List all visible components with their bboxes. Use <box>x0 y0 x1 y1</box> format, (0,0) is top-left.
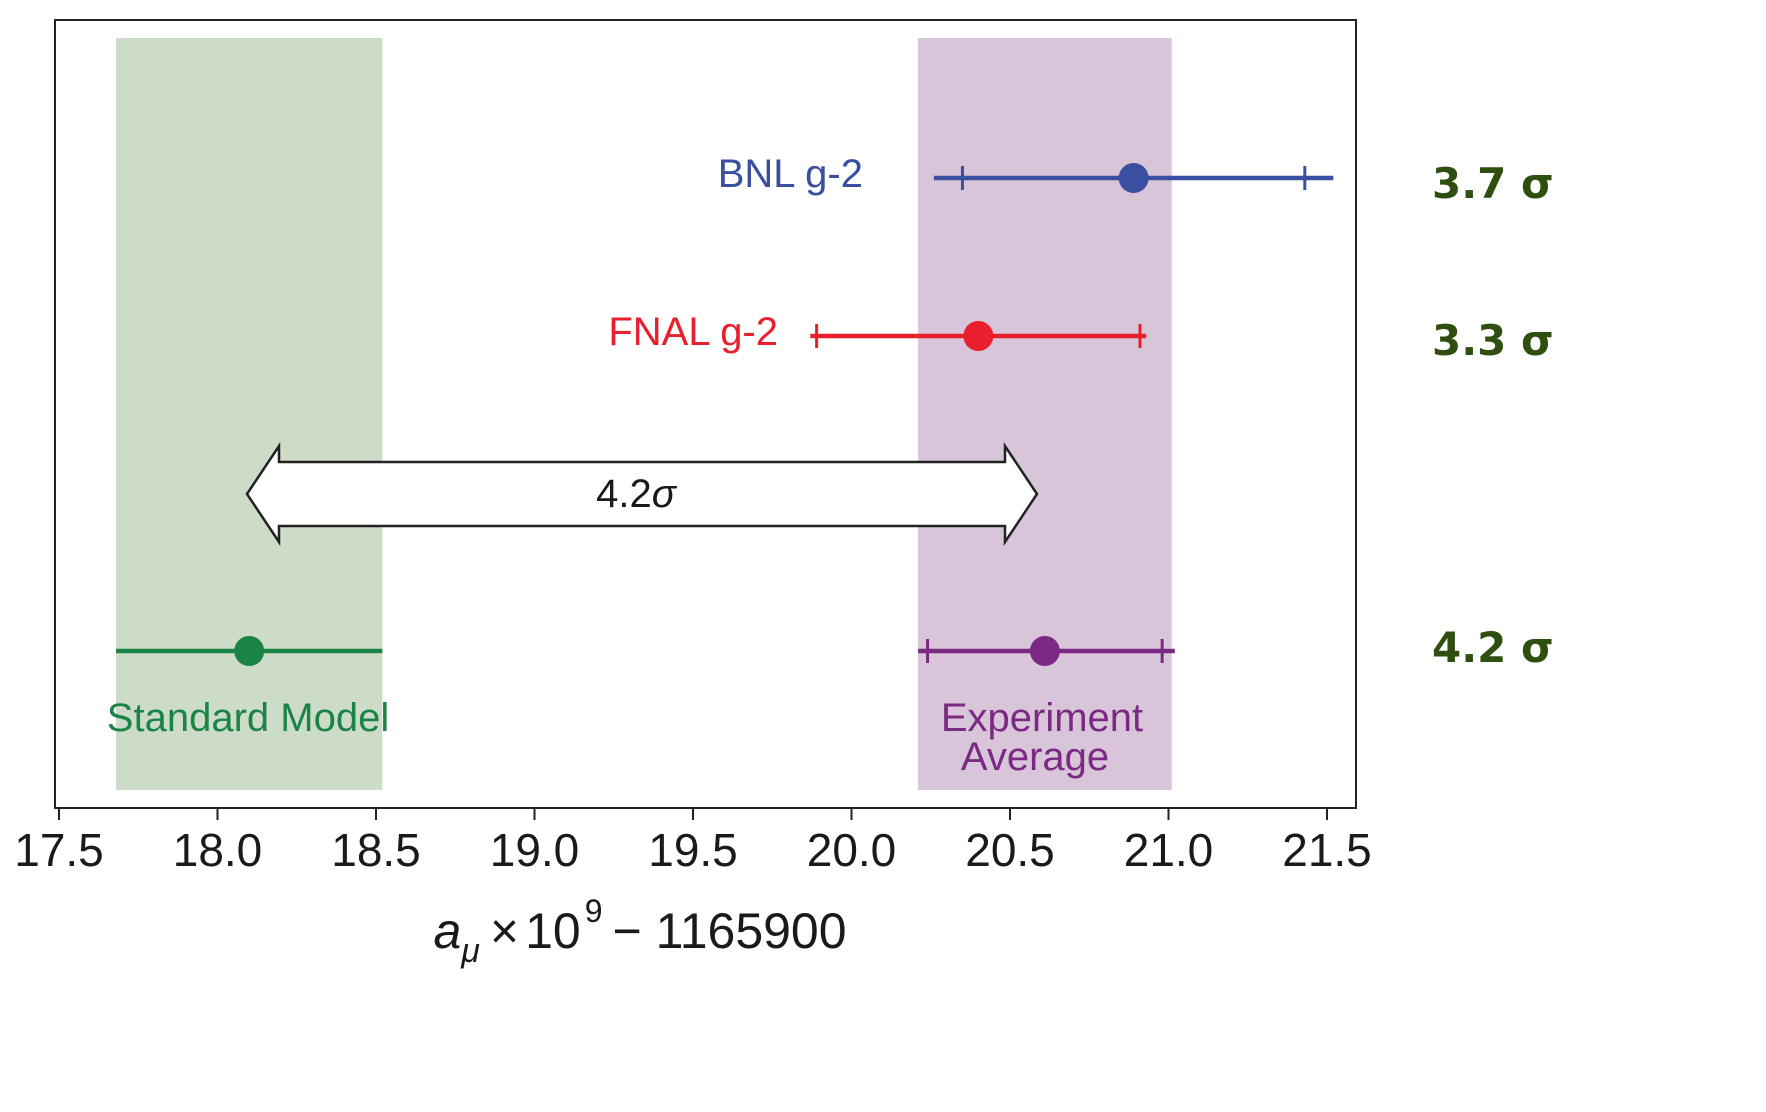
series-experiment-average <box>918 636 1175 666</box>
x-tick-label: 19.0 <box>490 824 580 876</box>
x-tick-label: 19.5 <box>648 824 738 876</box>
x-tick-label: 20.5 <box>965 824 1055 876</box>
band-standard-model <box>116 38 383 790</box>
x-tick-label: 21.5 <box>1282 824 1372 876</box>
sigma-label-bnl: 3.7 σ <box>1432 159 1554 208</box>
x-tick-label: 18.5 <box>331 824 421 876</box>
label-average: Average <box>961 735 1109 779</box>
x-label-a: a <box>433 903 461 959</box>
series-fnal-g-2 <box>810 321 1147 351</box>
x-label-times: × <box>490 903 519 959</box>
x-axis-label: aμ × 10 9 − 1165900 <box>433 893 846 970</box>
data-point <box>1029 636 1060 666</box>
band-experiment-average <box>918 38 1172 790</box>
series-group <box>116 163 1334 666</box>
data-point <box>1118 163 1149 193</box>
arrow-label-number: 4.2 <box>596 472 652 516</box>
x-tick-label: 18.0 <box>173 824 263 876</box>
arrow-label-sigma: σ <box>652 472 678 516</box>
arrow-label: 4.2σ <box>596 472 678 516</box>
x-tick-label: 17.5 <box>14 824 104 876</box>
x-tick-label: 21.0 <box>1124 824 1214 876</box>
x-tick-label: 20.0 <box>807 824 897 876</box>
x-axis-ticks: 17.5 18.0 18.5 19.0 19.5 20.0 20.5 21.0 21.5 <box>14 808 1372 876</box>
label-experiment: Experiment <box>941 696 1143 740</box>
x-label-rest: − 1165900 <box>613 903 847 959</box>
sigma-label-average: 4.2 σ <box>1432 623 1554 672</box>
label-bnl: BNL g-2 <box>718 152 863 196</box>
sigma-label-fnal: 3.3 σ <box>1432 316 1554 365</box>
difference-arrow <box>245 441 1039 547</box>
x-label-exponent: 9 <box>585 893 603 929</box>
x-label-ten: 10 <box>525 903 581 959</box>
series-bnl-g-2 <box>933 163 1334 193</box>
x-label-mu: μ <box>460 932 480 970</box>
data-point <box>234 636 265 666</box>
plot-frame <box>54 19 1357 809</box>
label-fnal: FNAL g-2 <box>608 310 778 354</box>
data-point <box>963 321 994 351</box>
label-standard-model: Standard Model <box>107 696 389 740</box>
series-standard-model <box>116 636 383 666</box>
